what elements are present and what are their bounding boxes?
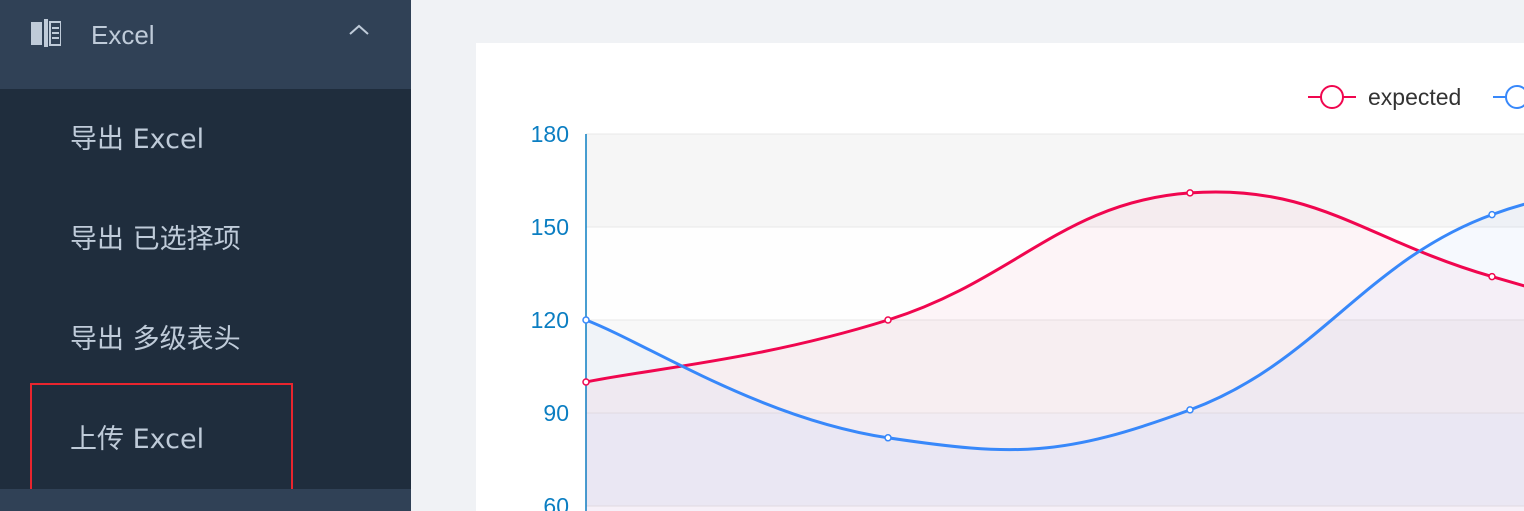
menu-item-export-selected[interactable]: 导出 已选择项 [0, 190, 411, 290]
submenu-title-label: Excel [91, 20, 155, 50]
book-icon [31, 19, 61, 47]
y-tick-label: 120 [531, 307, 569, 333]
data-point [1186, 406, 1194, 414]
y-tick-label: 60 [543, 493, 569, 511]
data-point [884, 434, 892, 442]
data-point [1186, 189, 1194, 197]
data-point [582, 378, 590, 386]
y-tick-label: 90 [543, 400, 569, 426]
menu-item-export-excel[interactable]: 导出 Excel [0, 90, 411, 190]
chart-band [586, 320, 1524, 413]
legend-label: expected [1368, 84, 1461, 110]
submenu-excel-title[interactable]: Excel [0, 0, 411, 89]
menu-item-upload-excel[interactable]: 上传 Excel [0, 390, 411, 490]
data-point [884, 316, 892, 324]
sidebar-next-submenu[interactable] [0, 489, 411, 511]
chart-band [586, 227, 1524, 320]
y-tick-label: 150 [531, 214, 569, 240]
legend-marker [1505, 85, 1524, 109]
line-chart: 180 150 120 90 60 expected [531, 84, 1524, 511]
data-point [1488, 210, 1496, 219]
chart-band [586, 134, 1524, 227]
menu-item-label: 导出 Excel [70, 124, 205, 155]
y-tick-label: 180 [531, 121, 569, 147]
sidebar: Excel 导出 Excel 导出 已选择项 导出 多级表头 上传 Excel [0, 0, 411, 511]
menu-item-label: 导出 多级表头 [70, 324, 241, 355]
chevron-up-icon[interactable] [347, 22, 371, 38]
series-area [586, 204, 1524, 511]
menu-item-export-multi-header[interactable]: 导出 多级表头 [0, 290, 411, 390]
data-point [1488, 272, 1496, 281]
chart-band [586, 413, 1524, 506]
chart-card: 180 150 120 90 60 expected [476, 43, 1524, 511]
menu-item-label: 上传 Excel [70, 424, 205, 455]
data-point [582, 316, 590, 324]
series-area [586, 191, 1524, 511]
legend-marker [1320, 85, 1344, 109]
menu-item-label: 导出 已选择项 [70, 224, 241, 255]
